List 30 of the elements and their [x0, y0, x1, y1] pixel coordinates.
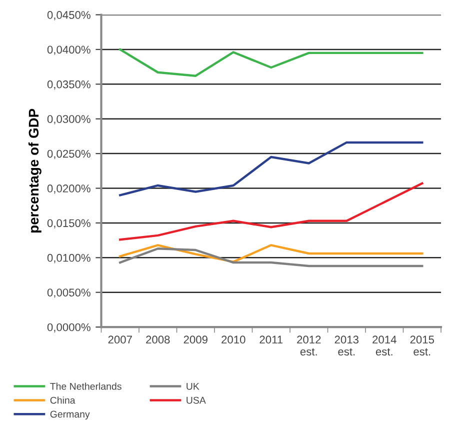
- line-series: [119, 48, 424, 77]
- x-tick-label: 2009: [184, 336, 208, 344]
- x-tick-label: 2007: [108, 336, 132, 344]
- y-tick-label: 0,0200%: [47, 184, 90, 194]
- line-series: [119, 182, 424, 241]
- y-tick-label: 0,0250%: [47, 150, 90, 160]
- legend-label: Germany: [50, 410, 90, 420]
- y-tick-label: 0,0400%: [47, 46, 90, 55]
- x-tick-label: 2014 est.: [372, 336, 396, 356]
- x-tick-label: 2008: [146, 336, 170, 344]
- y-tick-label: 0,0100%: [47, 254, 90, 264]
- line-series: [119, 248, 424, 268]
- line-series: [119, 244, 424, 263]
- y-tick-label: 0,0000%: [47, 323, 90, 332]
- y-tick-label: 0,0300%: [47, 115, 90, 124]
- y-tick-label: 0,0050%: [47, 288, 90, 298]
- x-tick-label: 2011: [260, 336, 283, 344]
- legend-label: China: [50, 396, 76, 404]
- y-tick-label: 0,0150%: [47, 219, 90, 228]
- legend-label: The Netherlands: [50, 382, 122, 390]
- y-tick-label: 0,0450%: [47, 11, 90, 20]
- x-tick-label: 2015 est.: [410, 336, 434, 356]
- legend-label: USA: [186, 396, 206, 404]
- line-series: [119, 141, 424, 196]
- x-tick-label: 2010: [222, 336, 246, 344]
- x-tick-label: 2013 est.: [334, 336, 358, 356]
- y-axis-title: percentage of GDP: [28, 108, 42, 233]
- y-tick-label: 0,0350%: [47, 80, 90, 90]
- legend-label: UK: [186, 383, 200, 390]
- x-tick-label: 2012 est.: [297, 336, 321, 356]
